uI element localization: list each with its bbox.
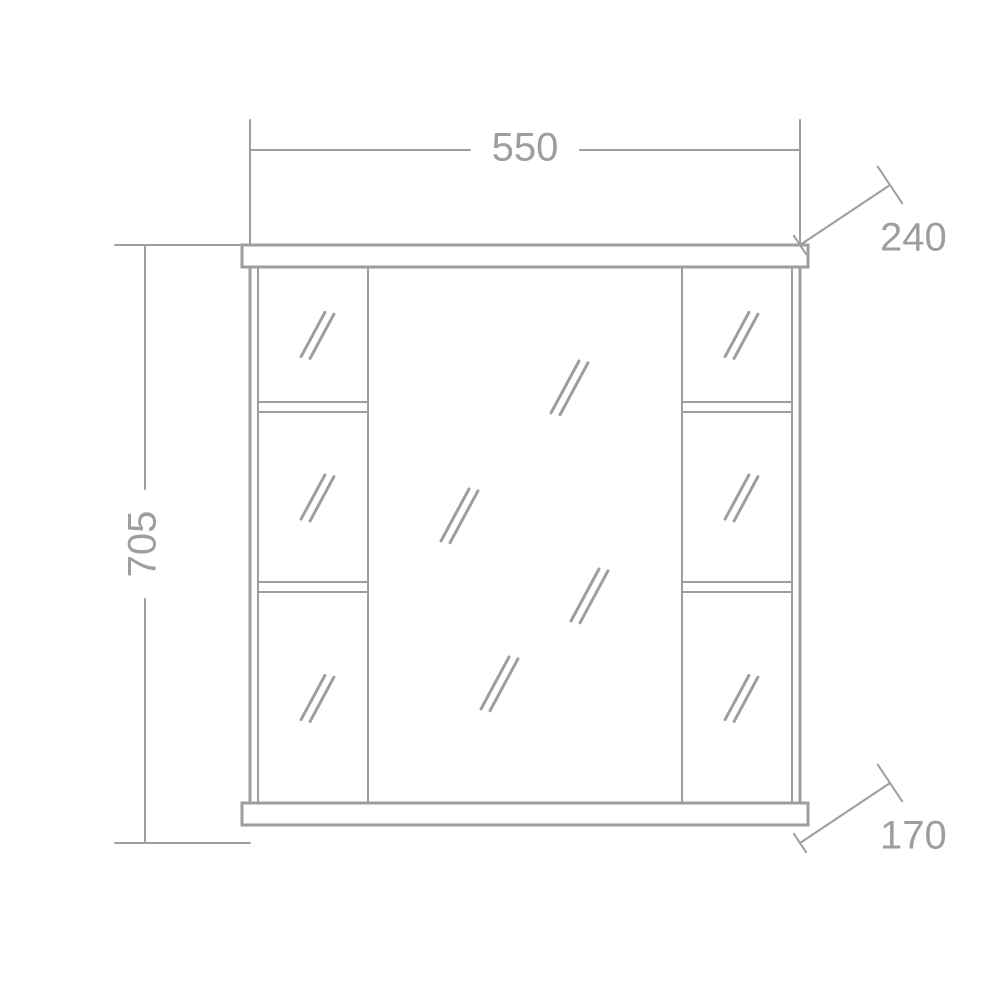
dimension-depth-bottom-label: 170 — [880, 814, 947, 858]
dimension-height-label: 705 — [121, 511, 165, 578]
dimension-depth-top-label: 240 — [880, 216, 947, 260]
technical-drawing: 550 705 240 170 — [0, 0, 1000, 1000]
dimension-width-label: 550 — [492, 126, 559, 170]
